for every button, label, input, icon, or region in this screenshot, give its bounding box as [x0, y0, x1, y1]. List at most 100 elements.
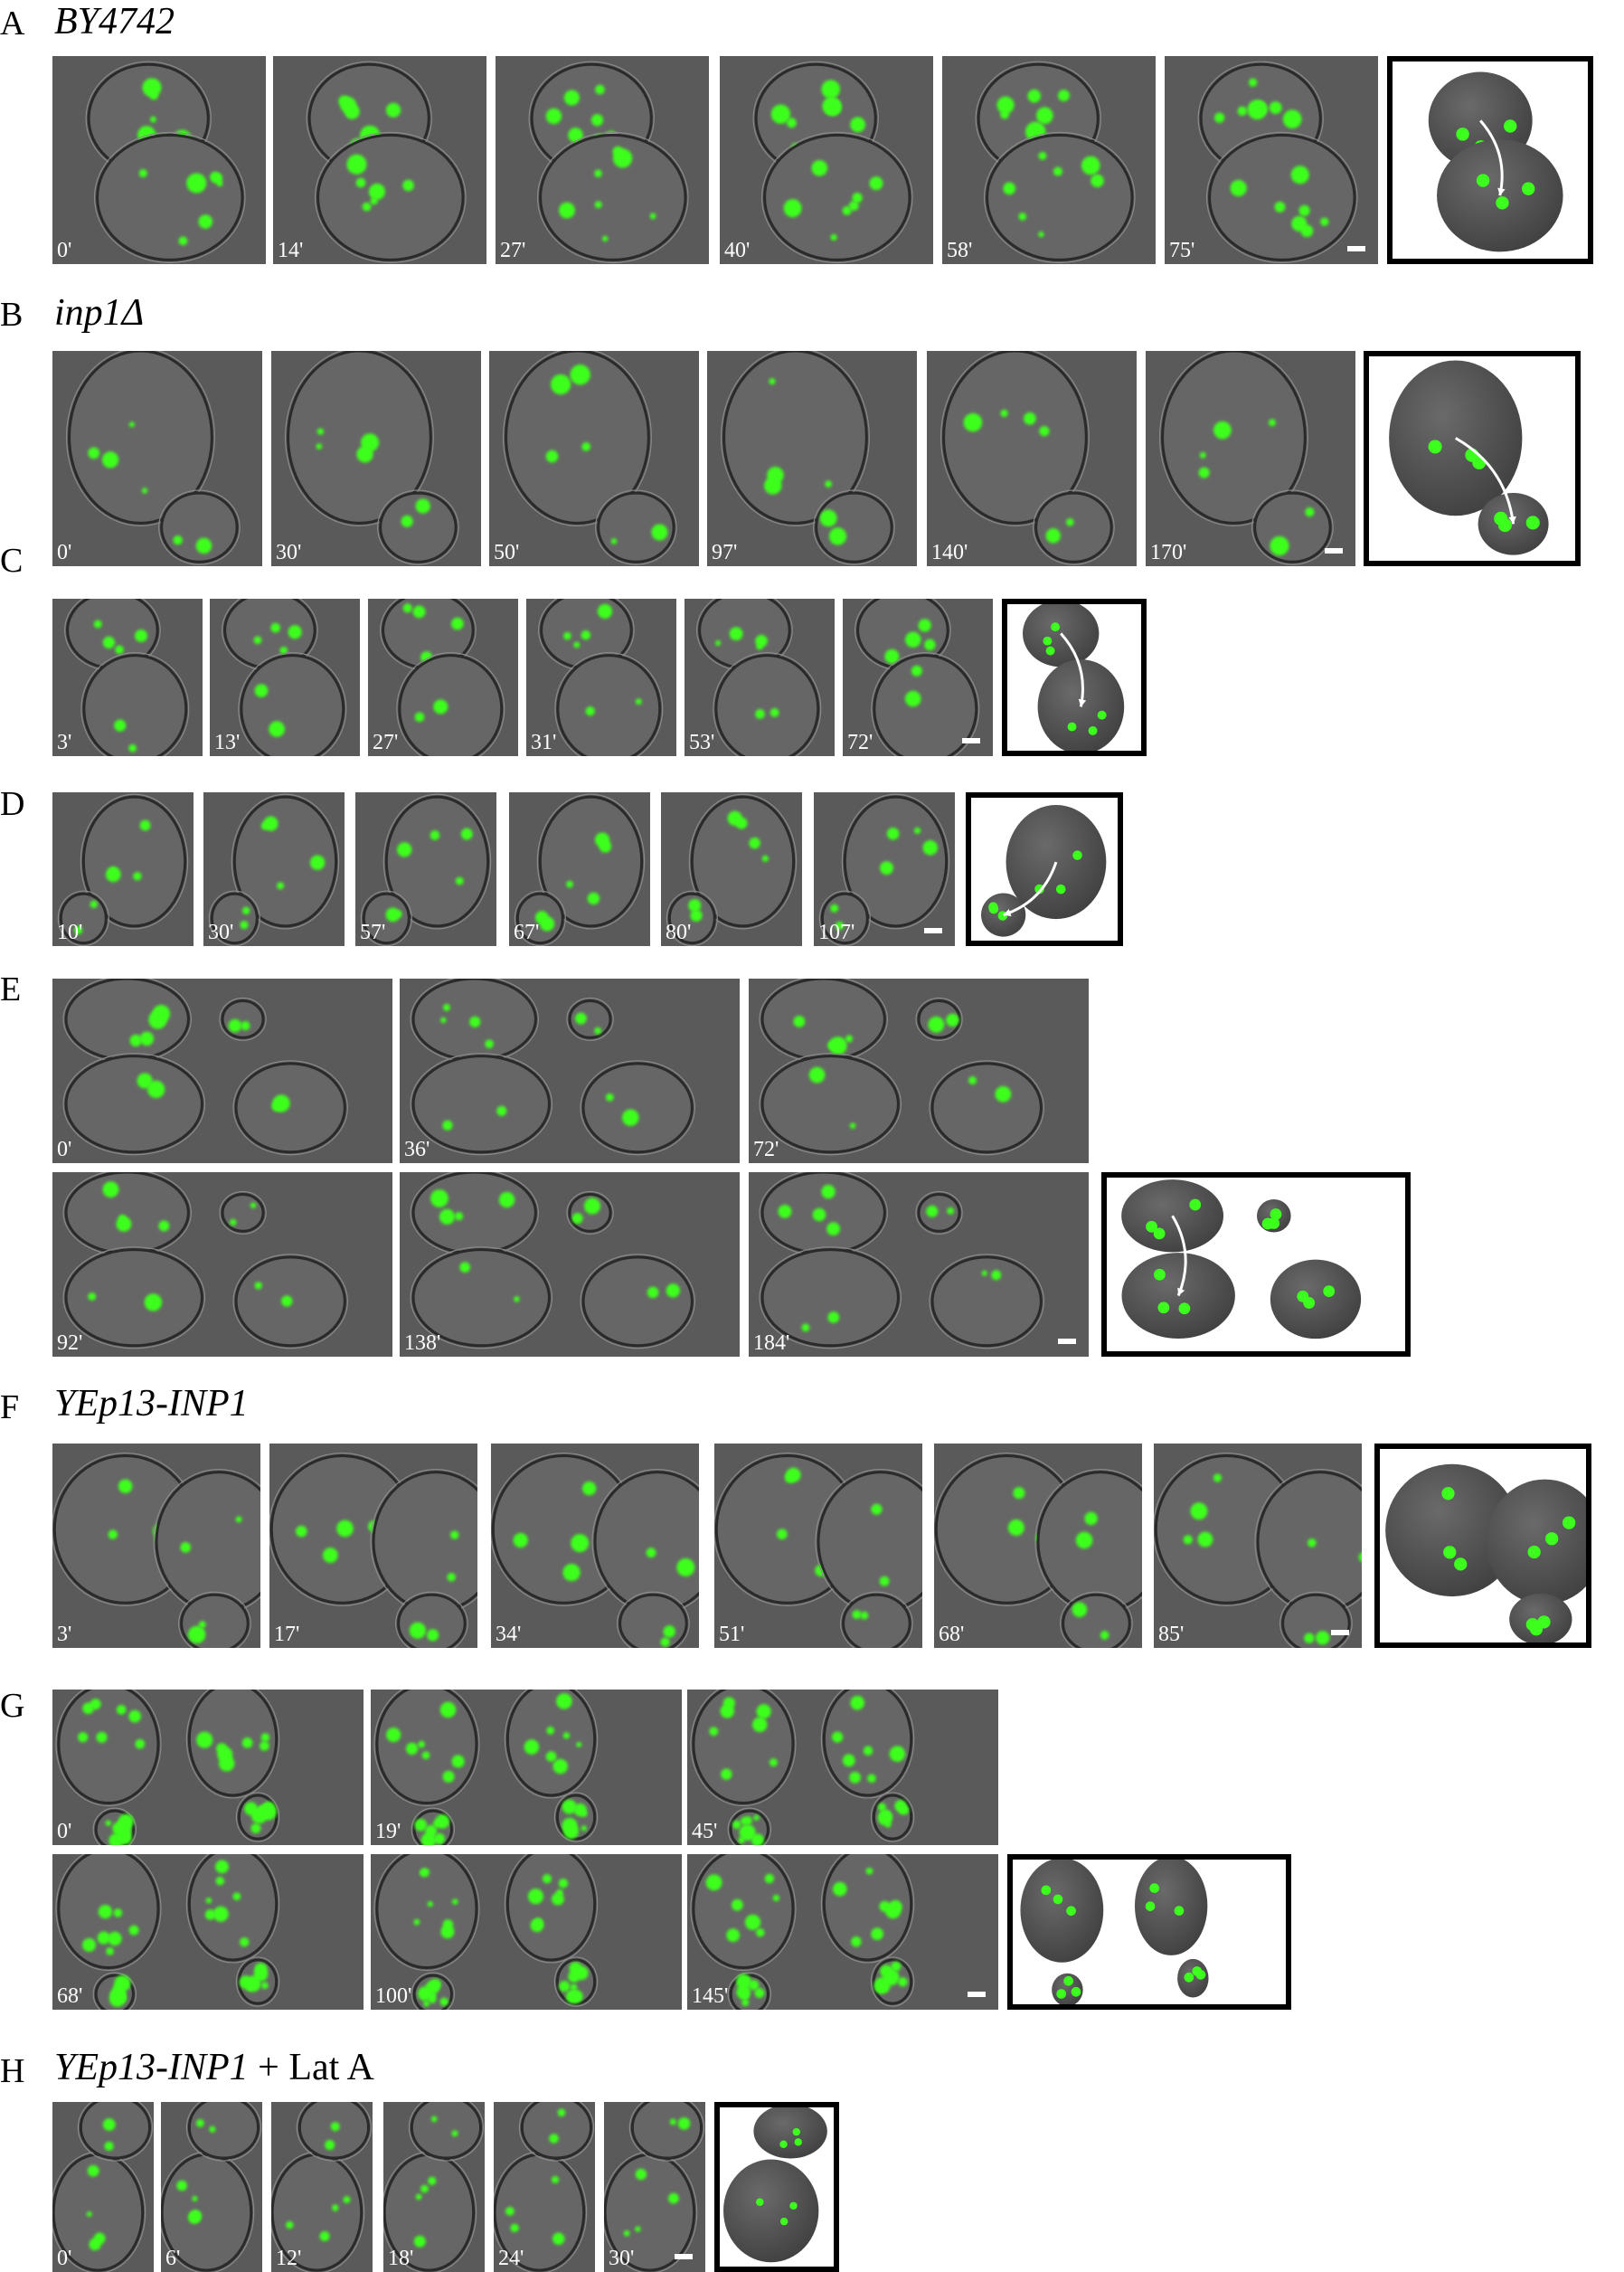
yeast-cell	[556, 654, 662, 756]
peroxisome-punctum	[770, 707, 779, 717]
peroxisome-punctum	[105, 1820, 111, 1826]
peroxisome-punctum	[215, 1860, 229, 1874]
peroxisome-punctum	[90, 900, 98, 909]
peroxisome-punctum	[336, 1519, 354, 1538]
transport-arrow	[1060, 632, 1084, 707]
yeast-cell	[411, 1055, 551, 1154]
peroxisome-punctum	[205, 1897, 212, 1904]
yeast-cell	[760, 1248, 900, 1348]
peroxisome-punctum	[414, 1818, 428, 1832]
peroxisome-punctum	[346, 154, 367, 175]
micrograph-image	[942, 56, 1156, 264]
peroxisome-punctum	[571, 1534, 590, 1553]
peroxisome-punctum	[576, 1741, 582, 1747]
timepoint-label: 3'	[57, 1623, 72, 1646]
micrograph-frame: 24'	[494, 2102, 595, 2272]
peroxisome-punctum	[114, 719, 127, 732]
peroxisome-punctum	[460, 828, 473, 840]
peroxisome-punctum	[793, 1015, 806, 1027]
yeast-cell	[82, 654, 188, 756]
schematic-peroxisome	[1149, 1883, 1160, 1893]
peroxisome-punctum	[749, 837, 760, 849]
micrograph-image	[685, 599, 835, 756]
peroxisome-punctum	[727, 810, 742, 826]
timepoint-label: 36'	[404, 1138, 430, 1161]
yeast-cell	[505, 1690, 597, 1797]
peroxisome-punctum	[755, 1927, 765, 1937]
peroxisome-punctum	[574, 1012, 587, 1025]
schematic-peroxisome	[1051, 622, 1061, 632]
yeast-cell	[630, 2102, 703, 2160]
micrograph-image	[271, 351, 481, 566]
schematic-peroxisome	[1494, 511, 1508, 525]
peroxisome-punctum	[215, 1876, 225, 1886]
peroxisome-punctum	[869, 176, 883, 191]
peroxisome-punctum	[250, 1807, 268, 1824]
peroxisome-punctum	[581, 441, 591, 451]
schematic-peroxisome	[988, 904, 999, 914]
timepoint-label: 97'	[712, 541, 738, 564]
peroxisome-punctum	[821, 80, 841, 99]
panel-f-title: YEp13-INP1	[54, 1383, 249, 1425]
peroxisome-punctum	[1035, 107, 1053, 125]
peroxisome-punctum	[423, 2000, 430, 2007]
peroxisome-punctum	[272, 1094, 290, 1112]
peroxisome-punctum	[849, 1771, 861, 1784]
peroxisome-punctum	[245, 1983, 254, 1992]
peroxisome-punctum	[772, 1894, 780, 1902]
peroxisome-punctum	[232, 1892, 241, 1901]
micrograph-image	[271, 2102, 373, 2272]
peroxisome-punctum	[587, 892, 600, 905]
peroxisome-punctum	[128, 1709, 141, 1723]
arrow-head	[1497, 187, 1506, 196]
yeast-cell	[64, 1248, 203, 1348]
peroxisome-punctum	[427, 1900, 433, 1908]
schematic-cell	[1270, 1259, 1362, 1340]
peroxisome-punctum	[118, 1479, 133, 1494]
peroxisome-punctum	[433, 1832, 446, 1845]
peroxisome-punctum	[451, 2130, 458, 2137]
peroxisome-punctum	[860, 1611, 869, 1620]
peroxisome-punctum	[1190, 1502, 1208, 1520]
peroxisome-punctum	[863, 1746, 873, 1756]
yeast-cell	[79, 2102, 152, 2160]
micrograph-frame: 40'	[720, 56, 933, 264]
peroxisome-punctum	[418, 1740, 425, 1748]
peroxisome-punctum	[148, 1010, 167, 1029]
peroxisome-punctum	[319, 2230, 330, 2241]
yeast-cell	[930, 1062, 1043, 1154]
yeast-cell	[942, 351, 1088, 525]
peroxisome-punctum	[565, 1990, 580, 2004]
yeast-cell	[64, 979, 190, 1062]
peroxisome-punctum	[755, 634, 768, 648]
timepoint-label: 17'	[274, 1623, 300, 1646]
micrograph-frame: 30'	[604, 2102, 705, 2272]
yeast-cell	[187, 2102, 260, 2160]
peroxisome-punctum	[904, 690, 921, 707]
micrograph-image	[52, 792, 194, 946]
peroxisome-punctum	[595, 84, 605, 95]
peroxisome-punctum	[667, 2192, 679, 2204]
peroxisome-punctum	[440, 1017, 447, 1024]
yeast-cell	[505, 1854, 597, 1962]
yeast-cell	[1034, 491, 1113, 563]
timepoint-label: 107'	[818, 921, 855, 944]
micrograph-image	[383, 2102, 485, 2272]
schematic-peroxisome	[1184, 1972, 1194, 1983]
peroxisome-punctum	[118, 1981, 124, 1988]
timepoint-label: 80'	[666, 921, 692, 944]
scale-bar	[1347, 246, 1365, 251]
peroxisome-punctum	[1298, 204, 1310, 216]
schematic-peroxisome	[1055, 884, 1066, 895]
schematic-diagram	[1364, 351, 1581, 566]
schematic-cell	[1121, 1253, 1235, 1339]
peroxisome-punctum	[996, 96, 1015, 114]
timepoint-label: 58'	[947, 239, 973, 262]
timepoint-label: 3'	[57, 731, 72, 754]
peroxisome-punctum	[1003, 182, 1016, 195]
peroxisome-punctum	[663, 1625, 675, 1638]
peroxisome-punctum	[754, 1988, 765, 1998]
micrograph-frame: 50'	[489, 351, 699, 566]
micrograph-frame: 0'	[52, 979, 392, 1163]
peroxisome-punctum	[715, 639, 722, 646]
